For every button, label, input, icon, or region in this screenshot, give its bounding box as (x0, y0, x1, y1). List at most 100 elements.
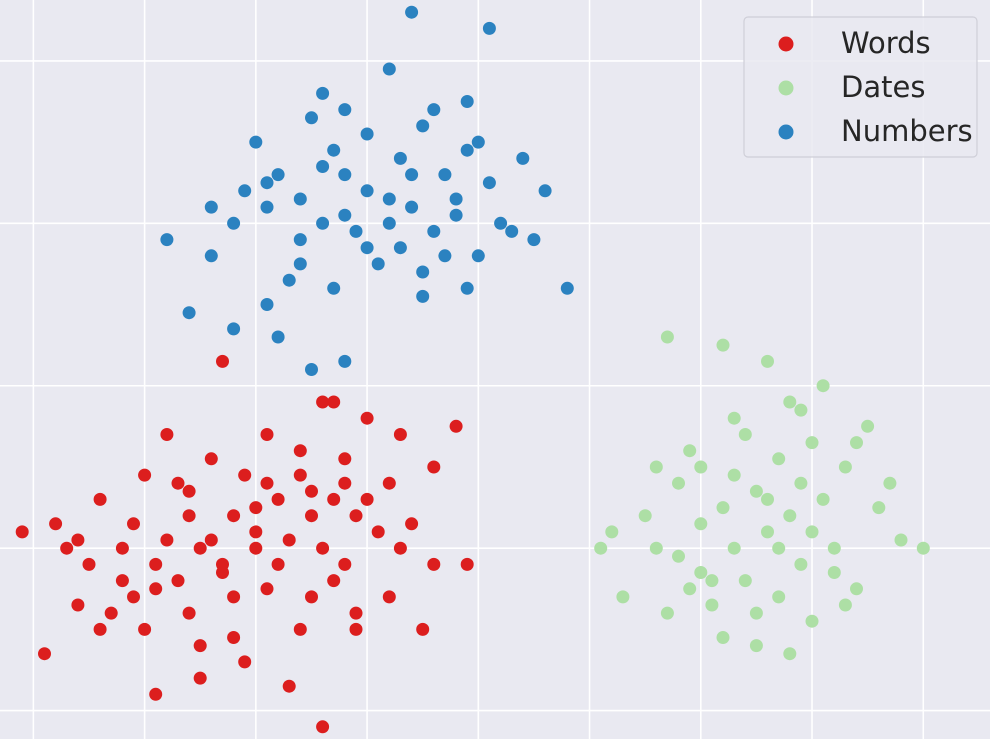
series-numbers (160, 5, 574, 376)
scatter-point-words (149, 687, 163, 701)
scatter-point-dates (816, 492, 830, 506)
scatter-point-numbers (560, 281, 574, 295)
scatter-point-numbers (293, 192, 307, 206)
scatter-point-numbers (182, 306, 196, 320)
scatter-point-words (171, 574, 185, 588)
scatter-point-dates (716, 501, 730, 515)
scatter-point-dates (716, 338, 730, 352)
scatter-point-numbers (293, 233, 307, 247)
scatter-point-numbers (349, 224, 363, 238)
scatter-point-dates (772, 541, 786, 555)
scatter-point-words (60, 541, 74, 555)
series-words (15, 354, 474, 734)
scatter-point-words (427, 460, 441, 474)
scatter-point-dates (616, 590, 630, 604)
scatter-point-dates (683, 582, 697, 596)
scatter-point-words (360, 492, 374, 506)
scatter-point-words (305, 509, 318, 523)
scatter-point-words (71, 533, 85, 547)
scatter-point-numbers (282, 273, 296, 287)
scatter-point-numbers (427, 103, 441, 117)
scatter-point-dates (783, 395, 797, 409)
scatter-point-dates (672, 549, 685, 563)
scatter-point-words (282, 533, 296, 547)
scatter-point-dates (638, 509, 652, 523)
scatter-point-words (405, 517, 419, 531)
scatter-point-words (316, 720, 330, 734)
scatter-point-dates (672, 476, 685, 490)
scatter-point-words (227, 509, 241, 523)
scatter-point-numbers (516, 151, 530, 165)
scatter-point-words (316, 541, 330, 555)
scatter-point-numbers (416, 119, 430, 133)
scatter-point-words (204, 452, 218, 466)
scatter-point-words (393, 541, 407, 555)
scatter-point-dates (683, 444, 697, 458)
scatter-point-dates (716, 631, 730, 644)
scatter-point-numbers (471, 135, 485, 149)
scatter-point-words (115, 541, 129, 555)
scatter-point-numbers (460, 281, 474, 295)
scatter-point-dates (749, 484, 763, 498)
legend-box (743, 16, 978, 158)
scatter-point-numbers (316, 216, 330, 230)
scatter-point-words (93, 492, 107, 506)
scatter-point-words (249, 525, 263, 539)
scatter-point-numbers (505, 224, 519, 238)
scatter-point-words (260, 476, 274, 490)
scatter-point-words (249, 541, 263, 555)
scatter-point-numbers (227, 216, 241, 230)
scatter-point-words (193, 671, 207, 685)
scatter-point-words (204, 533, 218, 547)
scatter-point-words (160, 428, 174, 441)
scatter-point-words (371, 525, 385, 539)
scatter-point-words (260, 582, 274, 596)
scatter-point-numbers (260, 176, 274, 190)
scatter-point-dates (794, 557, 808, 571)
scatter-point-numbers (316, 86, 330, 100)
scatter-point-words (93, 622, 107, 636)
scatter-point-words (271, 492, 285, 506)
scatter-point-words (82, 557, 96, 571)
scatter-point-words (416, 622, 430, 636)
scatter-point-words (127, 517, 140, 531)
scatter-point-words (327, 574, 341, 588)
scatter-point-words (349, 606, 363, 620)
scatter-point-words (138, 468, 152, 482)
scatter-point-numbers (204, 200, 218, 214)
scatter-point-words (160, 533, 174, 547)
scatter-point-dates (827, 566, 841, 579)
scatter-point-dates (705, 598, 719, 612)
scatter-point-dates (872, 501, 886, 515)
scatter-point-dates (850, 436, 863, 450)
scatter-point-dates (649, 541, 663, 555)
scatter-point-words (349, 622, 363, 636)
scatter-point-dates (761, 492, 774, 506)
scatter-point-numbers (382, 216, 396, 230)
scatter-point-dates (861, 419, 875, 433)
scatter-point-words (293, 468, 307, 482)
scatter-point-words (327, 492, 341, 506)
scatter-point-words (216, 566, 229, 579)
scatter-point-numbers (460, 95, 474, 108)
scatter-point-numbers (160, 233, 174, 247)
scatter-point-words (216, 354, 229, 368)
scatter-point-words (338, 557, 352, 571)
scatter-point-dates (794, 403, 808, 417)
scatter-point-words (338, 476, 352, 490)
scatter-point-words (104, 606, 118, 620)
scatter-point-numbers (538, 184, 552, 198)
scatter-point-dates (772, 590, 786, 604)
scatter-point-words (127, 590, 140, 604)
scatter-point-dates (649, 460, 663, 474)
scatter-point-words (316, 395, 330, 409)
scatter-point-dates (761, 525, 774, 539)
scatter-point-dates (738, 574, 752, 588)
scatter-point-words (238, 655, 252, 669)
scatter-point-dates (916, 541, 930, 555)
scatter-point-numbers (482, 176, 496, 190)
scatter-point-words (293, 444, 307, 458)
scatter-point-numbers (338, 208, 352, 222)
scatter-point-numbers (393, 151, 407, 165)
